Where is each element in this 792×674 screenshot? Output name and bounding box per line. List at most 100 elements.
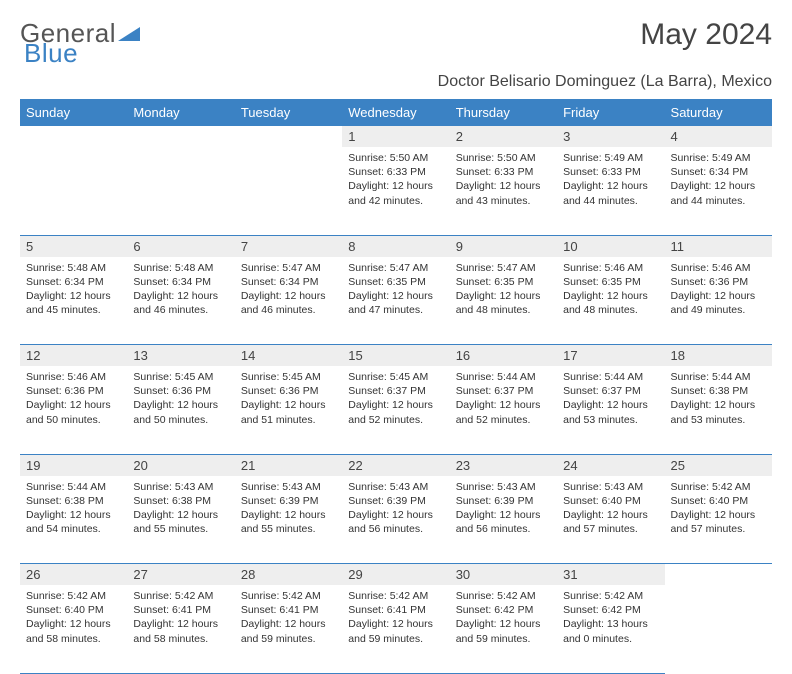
day-detail-cell: Sunrise: 5:50 AMSunset: 6:33 PMDaylight:… [342,147,449,235]
day-detail-cell: Sunrise: 5:46 AMSunset: 6:35 PMDaylight:… [557,257,664,345]
daynum-row: 1234 [20,126,772,147]
day-detail-text: Sunrise: 5:44 AMSunset: 6:38 PMDaylight:… [26,480,121,537]
day-number-cell: 28 [235,564,342,586]
day-detail-cell: Sunrise: 5:46 AMSunset: 6:36 PMDaylight:… [20,366,127,454]
day-detail-text: Sunrise: 5:50 AMSunset: 6:33 PMDaylight:… [456,151,551,208]
daynum-row: 19202122232425 [20,454,772,476]
day-detail-cell: Sunrise: 5:45 AMSunset: 6:37 PMDaylight:… [342,366,449,454]
day-detail-cell: Sunrise: 5:42 AMSunset: 6:41 PMDaylight:… [127,585,234,673]
day-detail-cell: Sunrise: 5:47 AMSunset: 6:35 PMDaylight:… [450,257,557,345]
day-detail-cell: Sunrise: 5:43 AMSunset: 6:39 PMDaylight:… [450,476,557,564]
day-detail-text: Sunrise: 5:44 AMSunset: 6:37 PMDaylight:… [563,370,658,427]
day-detail-text: Sunrise: 5:43 AMSunset: 6:38 PMDaylight:… [133,480,228,537]
day-detail-cell: Sunrise: 5:48 AMSunset: 6:34 PMDaylight:… [127,257,234,345]
day-number-cell: 29 [342,564,449,586]
day-detail-cell: Sunrise: 5:42 AMSunset: 6:40 PMDaylight:… [20,585,127,673]
day-detail-text: Sunrise: 5:47 AMSunset: 6:35 PMDaylight:… [456,261,551,318]
day-detail-cell: Sunrise: 5:45 AMSunset: 6:36 PMDaylight:… [127,366,234,454]
day-detail-text: Sunrise: 5:49 AMSunset: 6:34 PMDaylight:… [671,151,766,208]
calendar-body: 1 23 4 Sunrise: 5:50 AMSunset: 6:33 PMDayli… [20,126,772,673]
day-detail-text: Sunrise: 5:45 AMSunset: 6:36 PMDaylight:… [241,370,336,427]
day-number: 15 [348,348,362,363]
day-detail-text: Sunrise: 5:42 AMSunset: 6:40 PMDaylight:… [26,589,121,646]
day-number-cell: 13 [127,345,234,367]
day-detail-cell: Sunrise: 5:42 AMSunset: 6:41 PMDaylight:… [342,585,449,673]
day-detail-cell [127,147,234,235]
day-number-cell: 22 [342,454,449,476]
day-detail-text: Sunrise: 5:42 AMSunset: 6:41 PMDaylight:… [348,589,443,646]
day-number-cell [665,564,772,586]
day-detail-text: Sunrise: 5:43 AMSunset: 6:40 PMDaylight:… [563,480,658,537]
day-number-cell: 17 [557,345,664,367]
day-detail-text: Sunrise: 5:42 AMSunset: 6:40 PMDaylight:… [671,480,766,537]
detail-row: Sunrise: 5:48 AMSunset: 6:34 PMDaylight:… [20,257,772,345]
day-number-cell: 23 [450,454,557,476]
day-detail-text: Sunrise: 5:45 AMSunset: 6:36 PMDaylight:… [133,370,228,427]
day-number-cell: 30 [450,564,557,586]
day-detail-cell: Sunrise: 5:44 AMSunset: 6:38 PMDaylight:… [665,366,772,454]
day-number-cell: 9 [450,235,557,257]
weekday-header: Sunday [20,99,127,126]
day-number-cell: 1 [342,126,449,147]
day-number-cell: 18 [665,345,772,367]
day-detail-text: Sunrise: 5:46 AMSunset: 6:36 PMDaylight:… [26,370,121,427]
day-number: 1 [348,129,355,144]
day-detail-cell: Sunrise: 5:43 AMSunset: 6:40 PMDaylight:… [557,476,664,564]
day-number: 22 [348,458,362,473]
title-block: May 2024 [640,18,772,52]
weekday-header-row: SundayMondayTuesdayWednesdayThursdayFrid… [20,99,772,126]
month-title: May 2024 [640,18,772,52]
day-number-cell [127,126,234,147]
day-detail-cell [235,147,342,235]
weekday-header: Thursday [450,99,557,126]
day-number-cell: 31 [557,564,664,586]
day-detail-text: Sunrise: 5:47 AMSunset: 6:34 PMDaylight:… [241,261,336,318]
day-number-cell: 12 [20,345,127,367]
day-number-cell: 10 [557,235,664,257]
day-detail-cell: Sunrise: 5:45 AMSunset: 6:36 PMDaylight:… [235,366,342,454]
day-number-cell: 26 [20,564,127,586]
day-number: 2 [456,129,463,144]
day-detail-cell [665,585,772,673]
day-detail-text: Sunrise: 5:49 AMSunset: 6:33 PMDaylight:… [563,151,658,208]
day-number: 19 [26,458,40,473]
day-number: 28 [241,567,255,582]
day-number-cell: 5 [20,235,127,257]
day-number-cell: 6 [127,235,234,257]
day-number: 17 [563,348,577,363]
day-number: 13 [133,348,147,363]
day-number: 25 [671,458,685,473]
day-detail-text: Sunrise: 5:46 AMSunset: 6:36 PMDaylight:… [671,261,766,318]
day-detail-text: Sunrise: 5:43 AMSunset: 6:39 PMDaylight:… [348,480,443,537]
day-number-cell: 4 [665,126,772,147]
day-number: 7 [241,239,248,254]
day-number-cell [20,126,127,147]
day-detail-cell: Sunrise: 5:46 AMSunset: 6:36 PMDaylight:… [665,257,772,345]
day-detail-cell: Sunrise: 5:42 AMSunset: 6:42 PMDaylight:… [557,585,664,673]
detail-row: Sunrise: 5:44 AMSunset: 6:38 PMDaylight:… [20,476,772,564]
day-number: 18 [671,348,685,363]
day-number: 24 [563,458,577,473]
day-number: 12 [26,348,40,363]
day-number-cell: 14 [235,345,342,367]
day-detail-cell: Sunrise: 5:47 AMSunset: 6:35 PMDaylight:… [342,257,449,345]
weekday-header: Tuesday [235,99,342,126]
day-detail-text: Sunrise: 5:44 AMSunset: 6:37 PMDaylight:… [456,370,551,427]
day-detail-cell: Sunrise: 5:42 AMSunset: 6:42 PMDaylight:… [450,585,557,673]
day-number: 29 [348,567,362,582]
day-detail-cell: Sunrise: 5:49 AMSunset: 6:34 PMDaylight:… [665,147,772,235]
day-detail-cell: Sunrise: 5:48 AMSunset: 6:34 PMDaylight:… [20,257,127,345]
day-detail-text: Sunrise: 5:47 AMSunset: 6:35 PMDaylight:… [348,261,443,318]
weekday-header: Monday [127,99,234,126]
day-detail-text: Sunrise: 5:46 AMSunset: 6:35 PMDaylight:… [563,261,658,318]
day-number: 23 [456,458,470,473]
day-number-cell: 25 [665,454,772,476]
day-detail-cell [20,147,127,235]
day-number-cell: 8 [342,235,449,257]
calendar-table: SundayMondayTuesdayWednesdayThursdayFrid… [20,99,772,674]
day-number: 16 [456,348,470,363]
weekday-header: Saturday [665,99,772,126]
day-detail-cell: Sunrise: 5:44 AMSunset: 6:37 PMDaylight:… [450,366,557,454]
day-number-cell: 20 [127,454,234,476]
daynum-row: 262728293031 [20,564,772,586]
